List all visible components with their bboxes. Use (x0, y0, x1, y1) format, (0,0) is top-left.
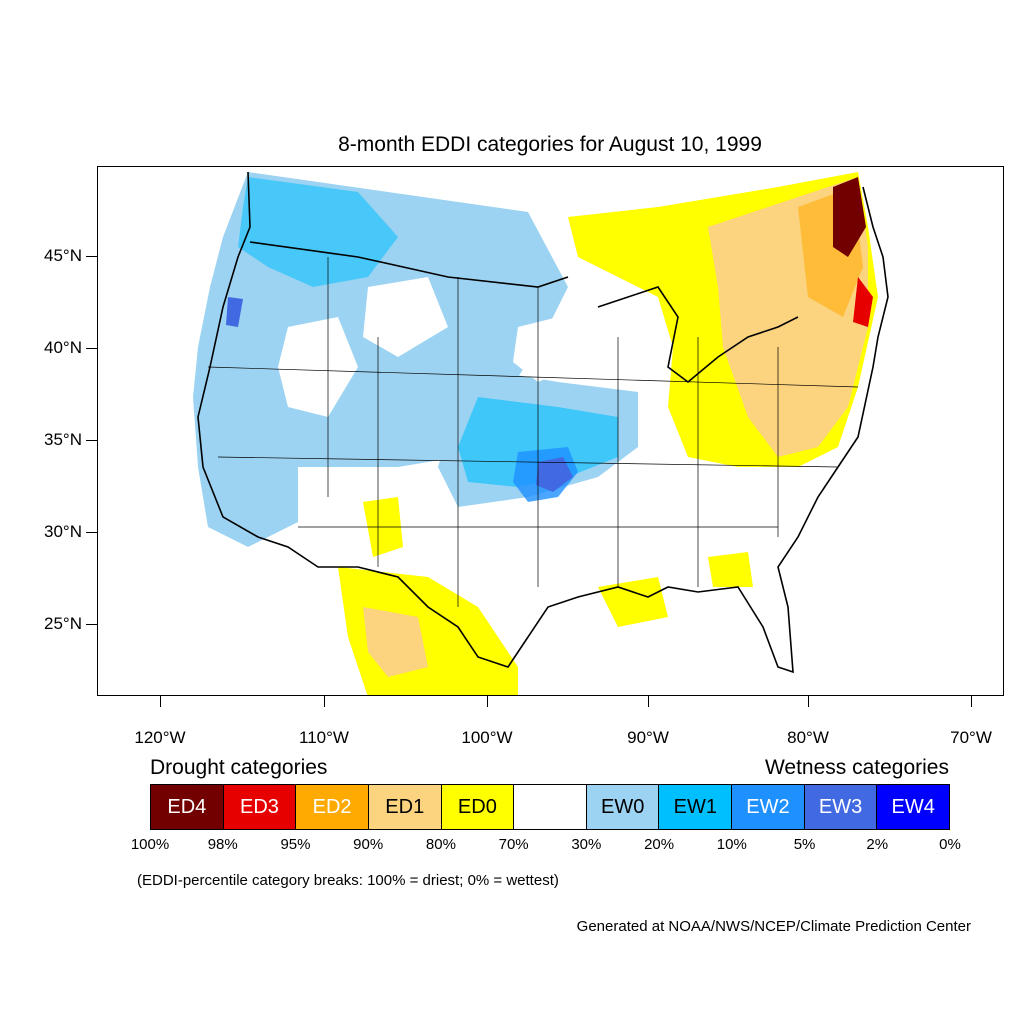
drought-ed1-mexico (363, 607, 428, 677)
lon-label-100w: 100°W (461, 728, 513, 747)
legend-break-label: 10% (716, 836, 747, 853)
map-panel (97, 166, 1004, 696)
legend-break-label: 70% (498, 836, 529, 853)
legend-box-neutral (514, 785, 587, 829)
legend-break-label: 2% (866, 836, 889, 853)
lat-label-35n: 35°N (44, 430, 82, 449)
drought-ed0-carolina (708, 552, 753, 587)
lon-tick (971, 696, 972, 707)
legend-break-label: 20% (644, 836, 675, 853)
lat-label-40n: 40°N (44, 338, 82, 357)
legend-box-ed3: ED3 (223, 785, 297, 829)
legend-break-label: 98% (207, 836, 238, 853)
lon-label-80w: 80°W (787, 728, 829, 747)
legend-box-ew1: EW1 (659, 785, 733, 829)
credit-line: Generated at NOAA/NWS/NCEP/Climate Predi… (576, 918, 971, 935)
lat-label-45n: 45°N (44, 246, 82, 265)
legend-box-ed1: ED1 (368, 785, 442, 829)
lat-tick (86, 256, 97, 257)
map-canvas (193, 171, 889, 695)
legend-box-ew3: EW3 (804, 785, 878, 829)
map-title: 8-month EDDI categories for August 10, 1… (338, 133, 762, 156)
lon-label-110w: 110°W (299, 728, 349, 747)
lon-label-120w: 120°W (134, 728, 186, 747)
lon-tick (160, 696, 161, 707)
wet-ew1-northwest (238, 177, 398, 287)
drought-ed0-gulf (598, 577, 668, 627)
legend-box-ed2: ED2 (296, 785, 369, 829)
legend-break-label: 80% (425, 836, 456, 853)
lon-label-70w: 70°W (950, 728, 992, 747)
lon-tick (808, 696, 809, 707)
drought-regions (338, 172, 878, 695)
lat-tick (86, 532, 97, 533)
wetness-regions (193, 172, 638, 547)
lat-label-30n: 30°N (44, 522, 82, 541)
legend-break-label: 95% (280, 836, 311, 853)
boundaries (197, 171, 889, 674)
us-outline (197, 171, 889, 674)
legend-box-ew2: EW2 (732, 785, 805, 829)
wet-ew0-central-california (198, 357, 298, 477)
wetness-heading: Wetness categories (764, 756, 949, 779)
lat-tick (86, 624, 97, 625)
lon-tick (324, 696, 325, 707)
legend-box-ed0: ED0 (441, 785, 515, 829)
great-lakes (597, 286, 799, 384)
lon-tick (648, 696, 649, 707)
canada-border (249, 241, 569, 288)
legend-break-label: 5% (793, 836, 816, 853)
lon-label-90w: 90°W (627, 728, 669, 747)
legend-box-ed4: ED4 (151, 785, 224, 829)
lat-tick (86, 348, 97, 349)
wet-ew3-oklahoma (536, 457, 573, 492)
category-note: (EDDI-percentile category breaks: 100% =… (137, 872, 559, 889)
legend-break-label: 100% (130, 836, 170, 853)
drought-ed0-southwest (338, 567, 518, 695)
lat-label-25n: 25°N (44, 614, 82, 633)
wet-ew2-oregon (226, 297, 243, 327)
drought-heading: Drought categories (150, 756, 328, 779)
lat-tick (86, 440, 97, 441)
state-borders (207, 257, 859, 607)
legend-break-label: 30% (571, 836, 602, 853)
lon-tick (487, 696, 488, 707)
drought-ed4-maine (833, 177, 866, 257)
legend-break-label: 0% (939, 836, 961, 853)
legend-box-ew0: EW0 (586, 785, 660, 829)
legend-break-label: 90% (353, 836, 384, 853)
legend-color-bar: ED4 ED3 ED2 ED1 ED0 EW0 EW1 EW2 EW3 EW4 (150, 784, 950, 830)
legend-box-ew4: EW4 (877, 785, 950, 829)
drought-ed3-newengland (853, 277, 873, 327)
